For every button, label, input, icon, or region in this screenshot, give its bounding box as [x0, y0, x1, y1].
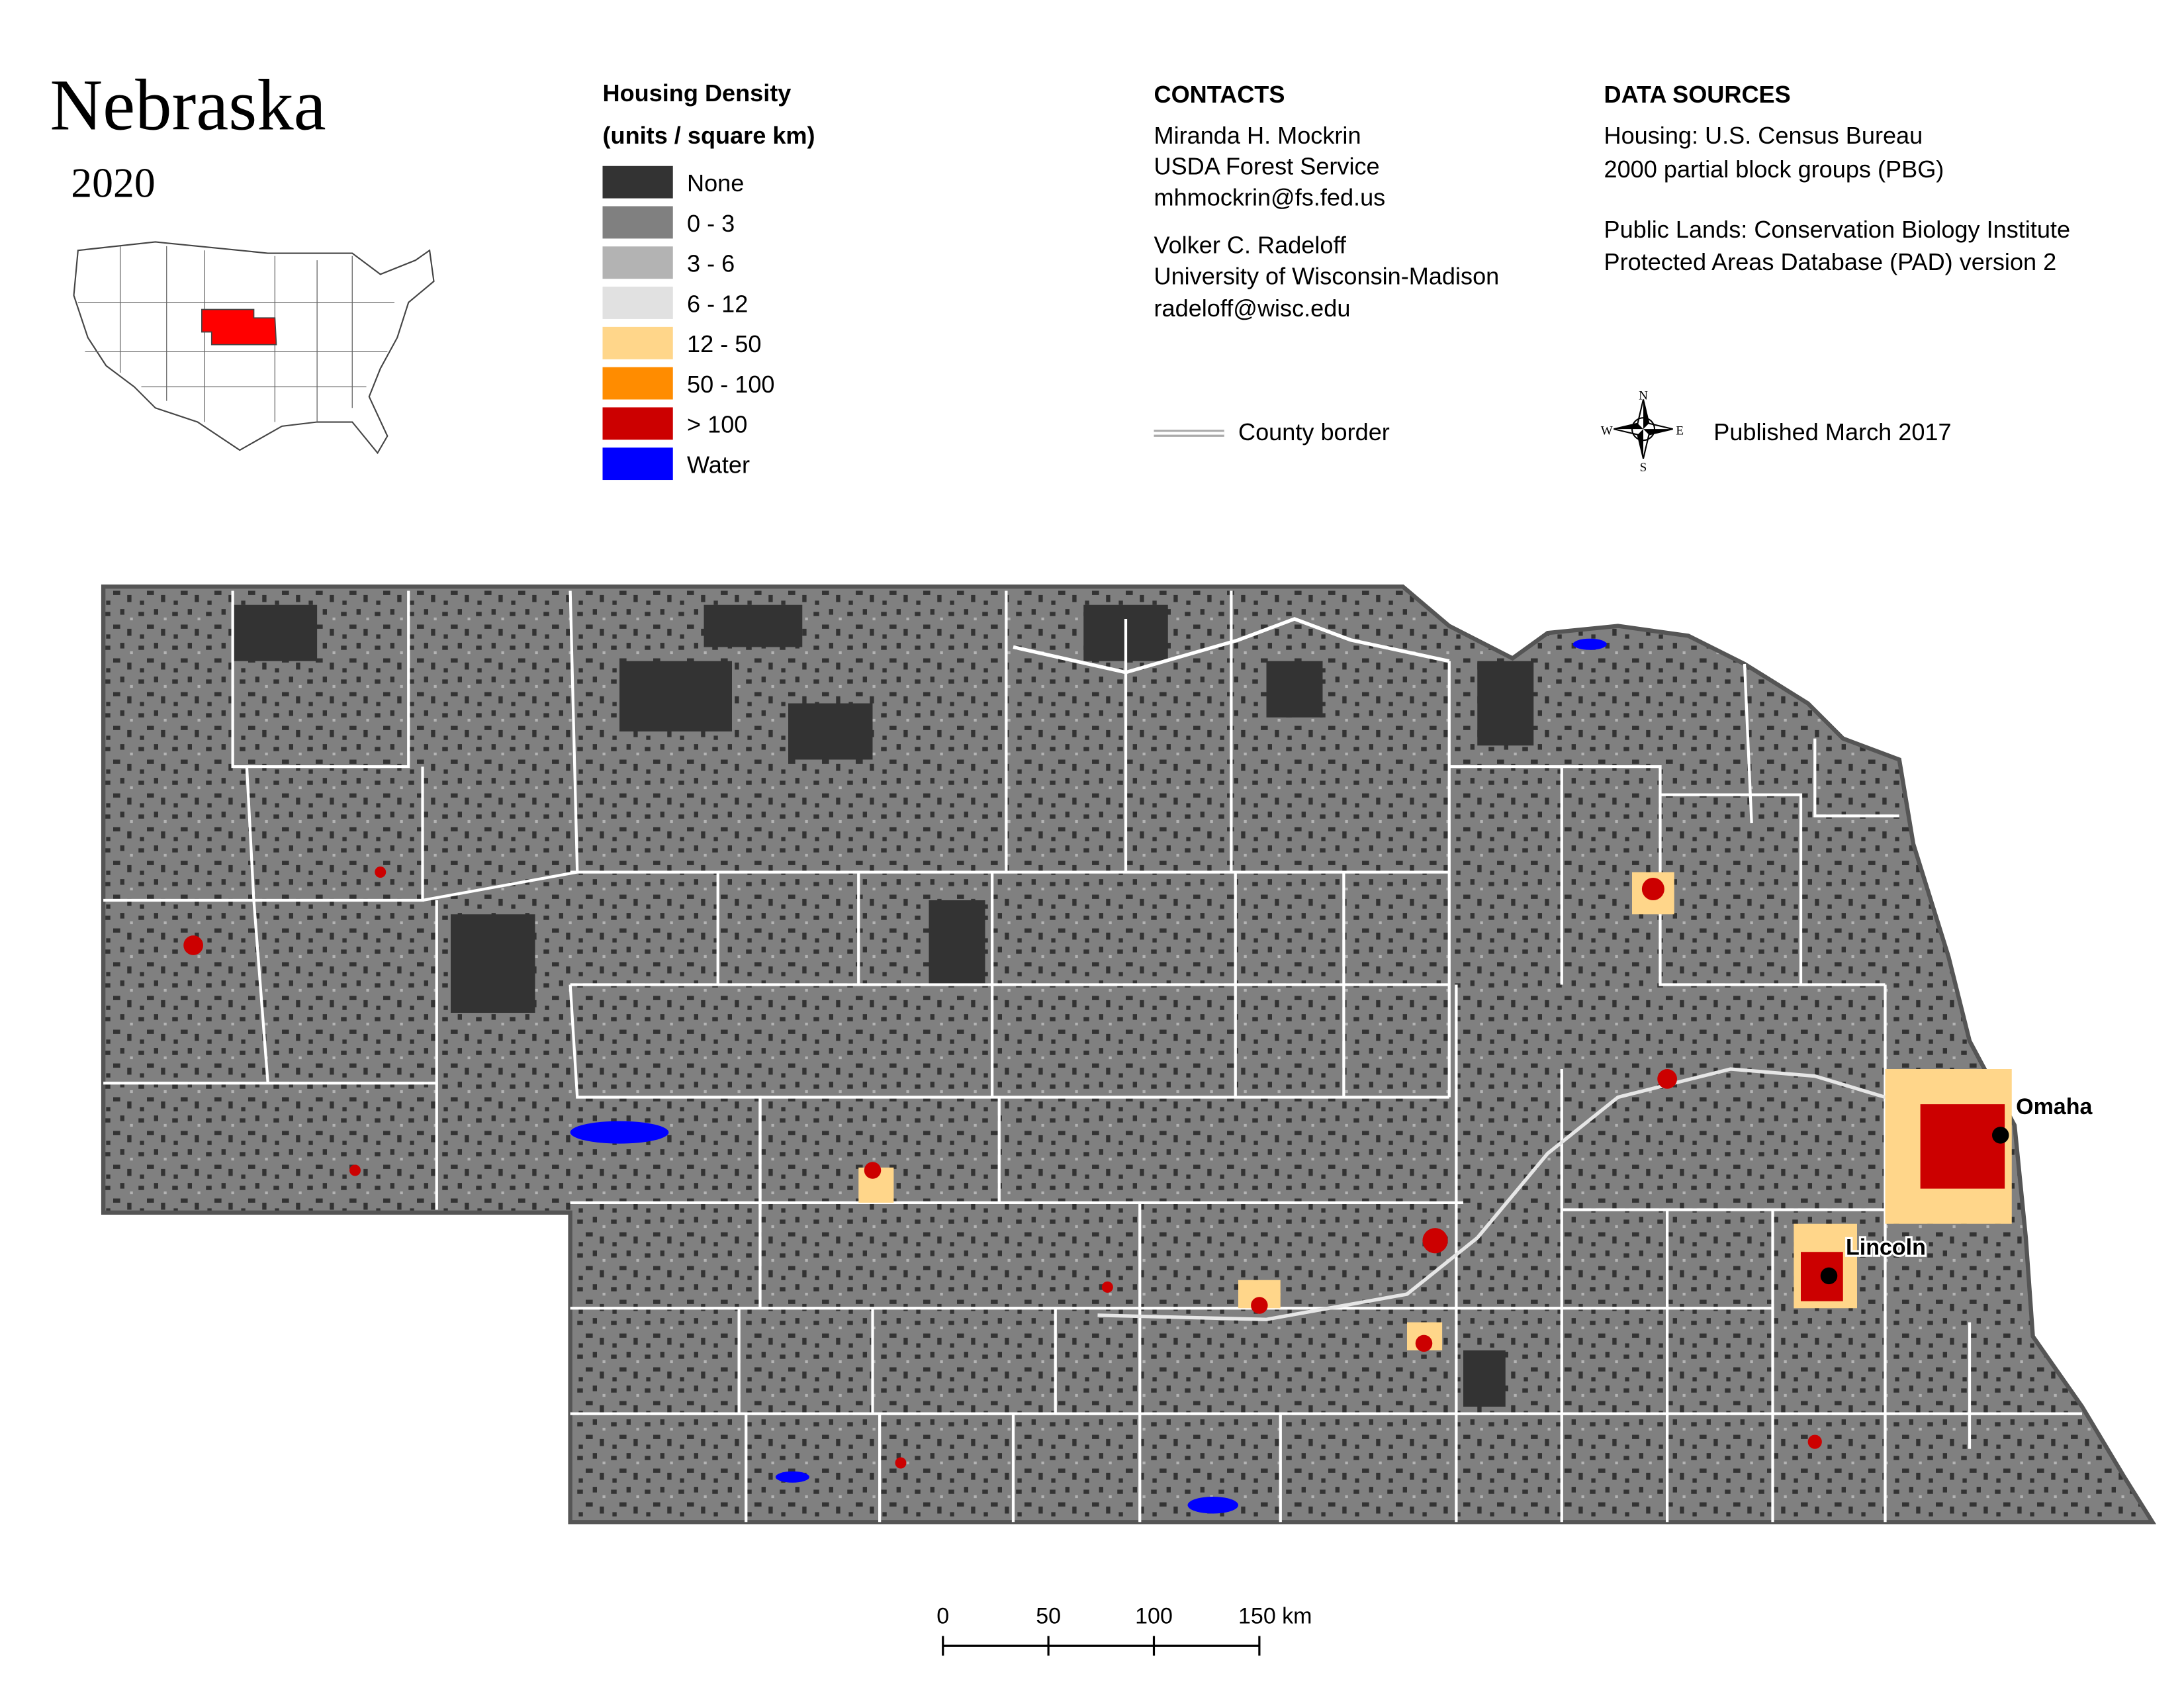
contact-line: Miranda H. Mockrin — [1154, 122, 1361, 149]
legend-label: 12 - 50 — [687, 330, 761, 357]
legend-label: None — [687, 169, 744, 197]
contact-line: Volker C. Radeloff — [1154, 232, 1347, 259]
compass-n: N — [1639, 389, 1648, 403]
scale-label: 0 — [936, 1603, 949, 1628]
scale-label: 50 — [1036, 1603, 1061, 1628]
source-line: Housing: U.S. Census Bureau — [1604, 122, 1923, 149]
compass-s: S — [1640, 461, 1647, 475]
legend-swatch — [602, 367, 673, 400]
legend-label: 50 - 100 — [687, 371, 775, 398]
city-marker — [1820, 1267, 1838, 1285]
scale-label: 150 km — [1238, 1603, 1312, 1628]
legend-label: > 100 — [687, 411, 747, 438]
contacts-heading: CONTACTS — [1154, 81, 1285, 108]
legend: Housing Density (units / square km) None… — [602, 79, 815, 481]
sources-heading: DATA SOURCES — [1604, 81, 1791, 108]
source-line: Protected Areas Database (PAD) version 2 — [1604, 248, 2057, 275]
source-line: Public Lands: Conservation Biology Insti… — [1604, 216, 2071, 243]
contact-line: radeloff@wisc.edu — [1154, 295, 1351, 322]
published: Published March 2017 — [1713, 418, 1951, 445]
contact-line: USDA Forest Service — [1154, 153, 1380, 180]
legend-label: 6 - 12 — [687, 290, 748, 317]
legend-swatch — [602, 165, 673, 199]
source-line: 2000 partial block groups (PBG) — [1604, 156, 1944, 183]
legend-swatch — [602, 407, 673, 440]
scale-label: 100 — [1135, 1603, 1173, 1628]
county-border-label: County border — [1238, 418, 1390, 445]
legend-swatch — [602, 246, 673, 279]
compass-w: W — [1601, 424, 1613, 438]
city-label: Lincoln — [1846, 1235, 1926, 1260]
compass: N E S W — [1601, 389, 1684, 475]
city-marker — [1992, 1127, 2009, 1144]
legend-label: 0 - 3 — [687, 210, 735, 237]
legend-swatch — [602, 447, 673, 481]
legend-title: Housing Density — [603, 79, 792, 107]
legend-label: Water — [687, 451, 750, 478]
contact-line: University of Wisconsin-Madison — [1154, 262, 1500, 289]
us-inset — [73, 241, 435, 455]
year: 2020 — [71, 160, 156, 207]
nebraska-highlight — [201, 308, 277, 346]
legend-label: 3 - 6 — [687, 250, 735, 277]
title: Nebraska — [50, 65, 326, 146]
legend-swatch — [602, 326, 673, 359]
state-map: Omaha Lincoln — [101, 584, 2157, 1524]
legend-swatch — [602, 206, 673, 239]
city-label: Omaha — [2016, 1094, 2093, 1119]
contact-line: mhmockrin@fs.fed.us — [1154, 183, 1386, 211]
compass-e: E — [1676, 424, 1684, 438]
scale-bar: 0 50 100 150 km — [936, 1603, 1312, 1656]
legend-swatch — [602, 287, 673, 319]
legend-title: (units / square km) — [603, 122, 815, 149]
